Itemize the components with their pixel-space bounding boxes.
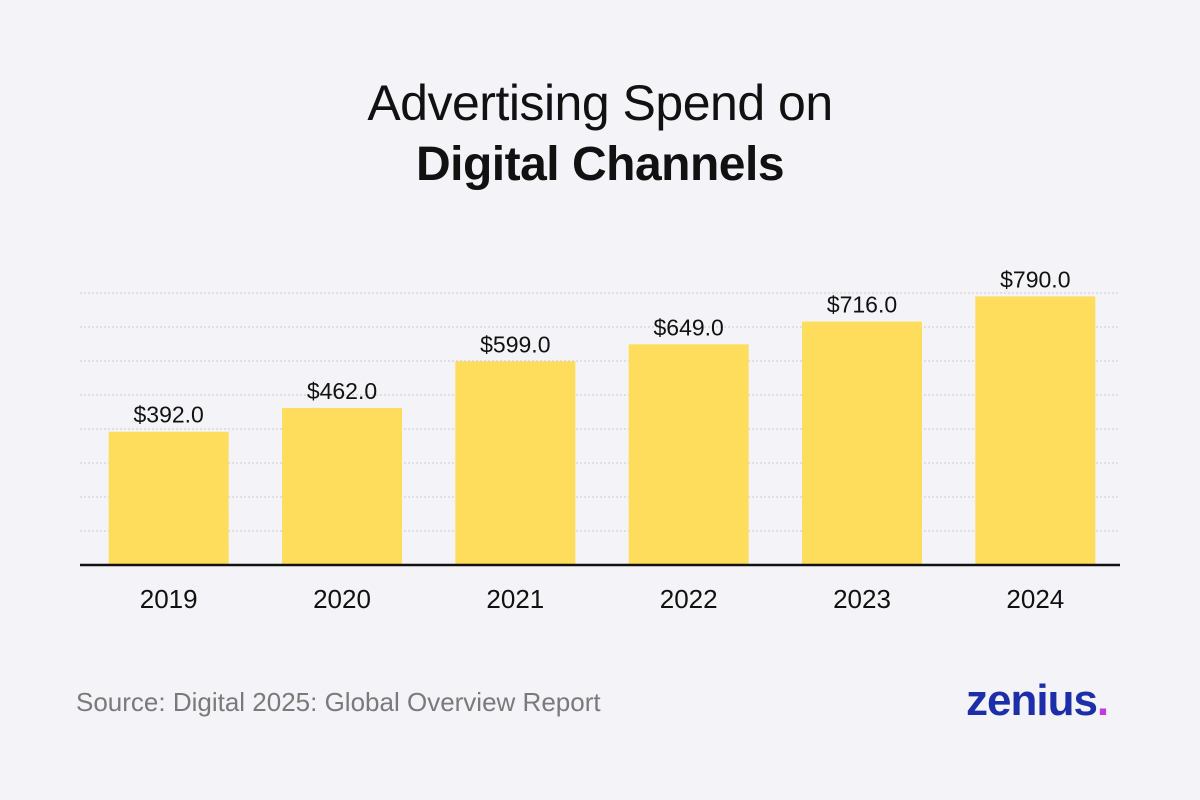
bar-2023: [802, 321, 922, 565]
data-label-2022: $649.0: [653, 314, 723, 340]
data-label-2019: $392.0: [133, 402, 203, 428]
x-tick-2021: 2021: [486, 584, 544, 614]
bar-2020: [282, 407, 402, 565]
data-label-2020: $462.0: [307, 378, 377, 404]
x-tick-2023: 2023: [833, 584, 891, 614]
bars: [108, 296, 1096, 565]
data-label-2023: $716.0: [827, 292, 897, 318]
data-labels: $392.0 $462.0 $599.0 $649.0 $716.0 $790.0: [133, 266, 1070, 427]
chart-title: Advertising Spend on Digital Channels: [0, 72, 1200, 196]
bar-2021: [455, 361, 576, 565]
chart-title-line1: Advertising Spend on: [367, 75, 833, 131]
x-tick-labels: 2019 2020 2021 2022 2023 2024: [140, 584, 1065, 614]
data-label-2024: $790.0: [1000, 266, 1070, 292]
data-label-2021: $599.0: [480, 331, 550, 357]
x-tick-2024: 2024: [1006, 584, 1064, 614]
brand-dot: .: [1096, 676, 1109, 725]
x-tick-2019: 2019: [140, 584, 198, 614]
bar-2019: [108, 431, 229, 565]
bar-2022: [628, 344, 749, 565]
gridlines: [80, 292, 1120, 532]
chart-title-line2: Digital Channels: [415, 138, 785, 191]
x-tick-2020: 2020: [313, 584, 371, 614]
x-tick-2022: 2022: [660, 584, 718, 614]
brand-word: zenius: [966, 676, 1098, 725]
zenius-logo: zenius.: [966, 676, 1109, 726]
bar-2024: [975, 296, 1096, 565]
source-note: Source: Digital 2025: Global Overview Re…: [76, 687, 601, 717]
